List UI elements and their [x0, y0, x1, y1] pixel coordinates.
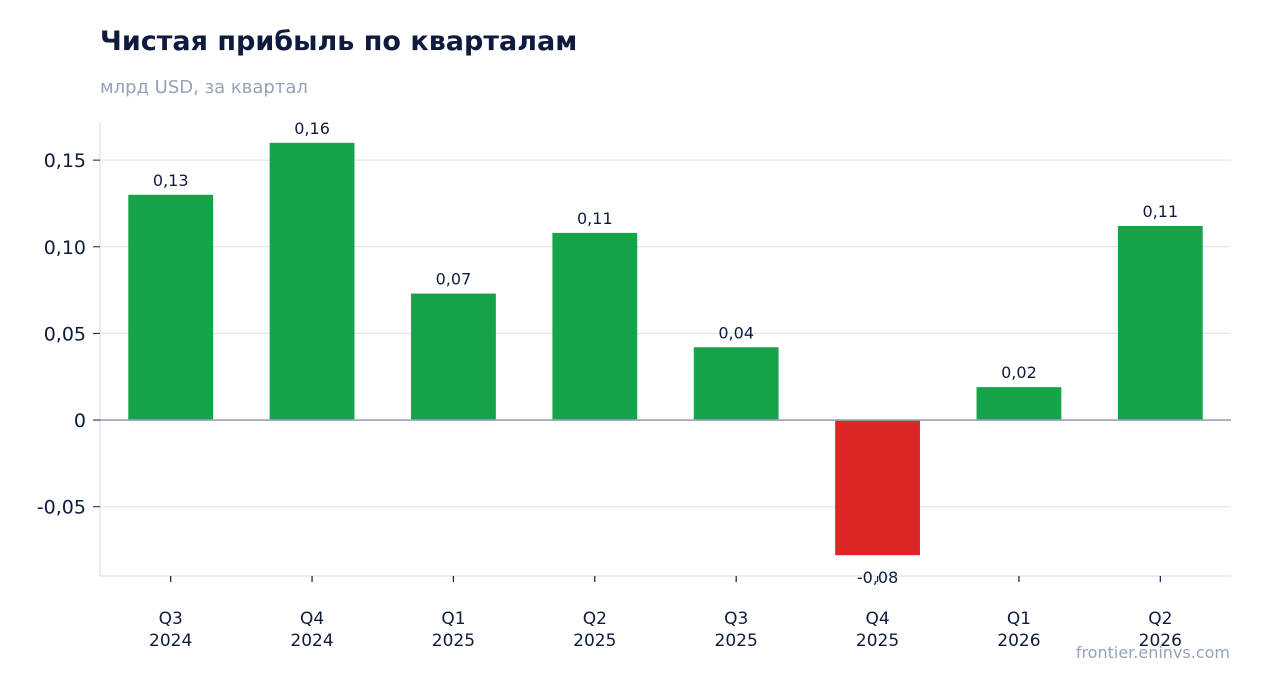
x-tick-label: Q3 [724, 609, 748, 629]
y-tick-label: -0,05 [37, 497, 86, 519]
bar [976, 387, 1062, 421]
x-tick-label: 2024 [290, 631, 333, 651]
bar [693, 347, 779, 421]
x-tick-label: Q4 [300, 609, 324, 629]
x-tick-label: Q4 [865, 609, 889, 629]
x-tick-label: Q1 [1007, 609, 1031, 629]
x-tick-label: 2025 [856, 631, 899, 651]
bar [269, 142, 355, 421]
x-tick-label: Q3 [159, 609, 183, 629]
bar [1117, 225, 1203, 421]
data-label: 0,11 [1143, 202, 1179, 221]
y-axis-ticks: -0,05 0 0,05 0,10 0,15 [37, 150, 100, 519]
x-tick-label: 2025 [715, 631, 758, 651]
x-tick-label: 2024 [149, 631, 192, 651]
data-label: 0,13 [153, 171, 189, 190]
chart-title: Чистая прибыль по кварталам [100, 26, 578, 57]
x-tick-label: Q2 [583, 609, 607, 629]
data-label: 0,11 [577, 209, 613, 228]
y-tick-label: 0,05 [44, 323, 86, 345]
y-tick-label: 0 [74, 410, 86, 432]
bar [128, 194, 214, 421]
data-label: -0,08 [857, 568, 898, 587]
x-tick-label: 2026 [1139, 631, 1182, 651]
source-credit: frontier.eninvs.com [1075, 643, 1230, 662]
bar [411, 293, 496, 421]
x-axis-ticks: Q32024Q42024Q12025Q22025Q32025Q42025Q120… [149, 576, 1182, 651]
x-tick-label: Q2 [1148, 609, 1172, 629]
data-label: 0,16 [294, 119, 330, 138]
y-tick-label: 0,15 [44, 150, 86, 172]
bar [835, 420, 920, 556]
y-tick-label: 0,10 [44, 237, 86, 259]
data-label: 0,07 [436, 270, 472, 289]
data-label: 0,04 [718, 323, 754, 342]
bars [128, 142, 1203, 556]
data-label: 0,02 [1001, 363, 1037, 382]
x-tick-label: 2026 [997, 631, 1040, 651]
chart-subtitle: млрд USD, за квартал [100, 77, 308, 98]
axis-frame [99, 122, 1231, 577]
x-tick-label: 2025 [432, 631, 475, 651]
bar [552, 232, 638, 421]
x-tick-label: Q1 [441, 609, 465, 629]
data-labels: 0,13 0,16 0,07 0,11 0,04 -0,08 0,02 0,11 [153, 119, 1178, 587]
x-tick-label: 2025 [573, 631, 616, 651]
